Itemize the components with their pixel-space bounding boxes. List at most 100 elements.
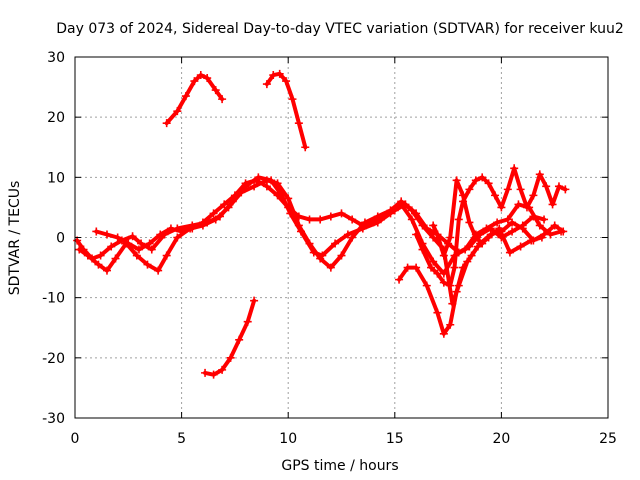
- data-point: [418, 245, 427, 254]
- axes: 0 5 10 15 20 25 -30 -20 -10 0 10 20 30: [42, 50, 617, 447]
- data-point: [390, 206, 399, 215]
- data-point: [535, 170, 544, 179]
- data-point: [497, 227, 506, 236]
- data-point: [429, 221, 438, 230]
- data-point: [542, 182, 551, 191]
- data-point: [401, 200, 410, 209]
- data-point: [83, 251, 92, 260]
- data-point: [294, 212, 303, 221]
- data-point: [343, 230, 352, 239]
- data-point: [422, 224, 431, 233]
- data-point: [288, 95, 297, 104]
- data-point: [230, 191, 239, 200]
- data-point: [337, 251, 346, 260]
- data-point: [493, 218, 502, 227]
- data-point: [395, 275, 404, 284]
- data-point: [196, 71, 205, 80]
- data-point: [529, 212, 538, 221]
- data-point: [326, 212, 335, 221]
- data-point: [145, 239, 154, 248]
- y-tick-label: -30: [42, 411, 65, 427]
- data-point: [471, 233, 480, 242]
- data-point: [113, 233, 122, 242]
- data-point: [348, 233, 357, 242]
- data-point: [529, 191, 538, 200]
- data-point: [201, 368, 210, 377]
- data-point: [503, 215, 512, 224]
- data-point: [561, 185, 570, 194]
- data-point: [269, 71, 278, 80]
- data-point: [422, 281, 431, 290]
- data-point: [505, 248, 514, 257]
- data-point: [535, 221, 544, 230]
- series-track-d: [395, 218, 568, 338]
- data-point: [439, 329, 448, 338]
- data-point: [128, 232, 137, 241]
- data-point: [226, 353, 235, 362]
- data-point: [92, 227, 101, 236]
- data-point: [102, 266, 111, 275]
- data-point: [143, 260, 152, 269]
- data-point: [209, 209, 218, 218]
- data-point: [478, 239, 487, 248]
- data-point: [211, 86, 220, 95]
- data-point: [518, 224, 527, 233]
- x-axis-label: GPS time / hours: [281, 458, 398, 474]
- series-line: [203, 298, 257, 377]
- data-point: [439, 251, 448, 260]
- data-point: [348, 215, 357, 224]
- data-point: [224, 203, 233, 212]
- data-point: [75, 245, 84, 254]
- data-point: [96, 251, 105, 260]
- series-track-h: [262, 69, 310, 152]
- data-point: [454, 215, 463, 224]
- data-point: [218, 95, 227, 104]
- data-point: [369, 218, 378, 227]
- series-line: [397, 220, 566, 336]
- data-point: [446, 233, 455, 242]
- data-point: [94, 260, 103, 269]
- data-point: [429, 233, 438, 242]
- data-point: [476, 230, 485, 239]
- y-tick-label: 0: [56, 231, 65, 247]
- data-point: [156, 230, 165, 239]
- x-tick-label: 5: [177, 431, 186, 447]
- data-point: [397, 197, 406, 206]
- data-point: [284, 194, 293, 203]
- data-point: [273, 179, 282, 188]
- data-point: [497, 203, 506, 212]
- data-point: [465, 218, 474, 227]
- data-point: [446, 320, 455, 329]
- data-point: [503, 185, 512, 194]
- data-point: [554, 182, 563, 191]
- data-point: [124, 239, 133, 248]
- data-point: [522, 203, 531, 212]
- data-point: [510, 164, 519, 173]
- data-point: [166, 224, 175, 233]
- data-point: [305, 215, 314, 224]
- data-point: [102, 230, 111, 239]
- data-point: [326, 263, 335, 272]
- data-point: [177, 227, 186, 236]
- data-point: [452, 287, 461, 296]
- data-point: [241, 179, 250, 188]
- data-point: [446, 281, 455, 290]
- data-point: [284, 203, 293, 212]
- data-point: [190, 77, 199, 86]
- data-point: [407, 215, 416, 224]
- data-point: [429, 257, 438, 266]
- data-point: [540, 215, 549, 224]
- data-point: [439, 278, 448, 287]
- data-point: [412, 209, 421, 218]
- data-point: [412, 263, 421, 272]
- data-point: [337, 209, 346, 218]
- data-point: [508, 218, 517, 227]
- data-point: [465, 185, 474, 194]
- x-tick-label: 0: [71, 431, 80, 447]
- data-point: [559, 227, 568, 236]
- y-tick-label: -10: [42, 291, 65, 307]
- data-point: [516, 242, 525, 251]
- data-point: [331, 239, 340, 248]
